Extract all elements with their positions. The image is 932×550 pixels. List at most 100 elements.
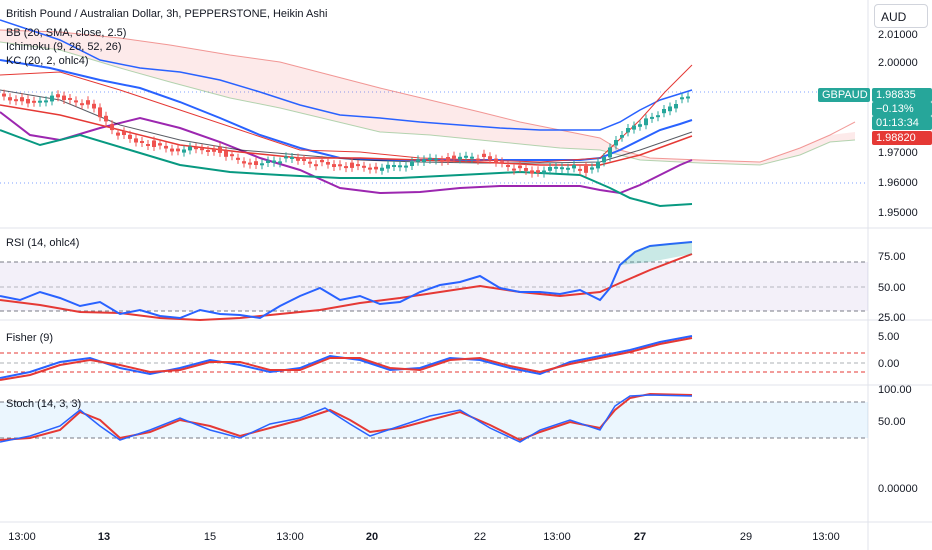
chart-title: British Pound / Australian Dollar, 3h, P…: [6, 8, 327, 20]
ichimoku-cloud: [0, 30, 855, 165]
candle-body: [26, 99, 30, 104]
candle-body: [284, 156, 288, 159]
candle-body: [464, 155, 468, 158]
time-tick-label: 27: [634, 531, 646, 543]
indicator-kc-label[interactable]: KC (20, 2, ohlc4): [6, 55, 89, 67]
candle-body: [44, 100, 48, 103]
indicator-tick-label: 25.00: [878, 312, 906, 324]
indicator-bb-label[interactable]: BB (20, SMA, close, 2.5): [6, 27, 126, 39]
candle-body: [248, 162, 252, 165]
candle-body: [440, 159, 444, 162]
change-tag: −0.13%: [872, 102, 932, 116]
time-tick-label: 15: [204, 531, 216, 543]
indicator-tick-label: 75.00: [878, 251, 906, 263]
candle-body: [254, 161, 258, 165]
candle-body: [218, 147, 222, 153]
candle-body: [434, 158, 438, 161]
candle-body: [602, 157, 606, 163]
candle-body: [20, 97, 24, 102]
candle-body: [266, 160, 270, 163]
time-tick-label: 20: [366, 531, 378, 543]
indicator-tick-label: 5.00: [878, 331, 899, 343]
candle-body: [560, 167, 564, 170]
candle-body: [350, 162, 354, 168]
candle-body: [482, 153, 486, 157]
candle-body: [362, 165, 366, 168]
time-tick-label: 13:00: [276, 531, 304, 543]
time-tick-label: 13: [98, 531, 110, 543]
time-tick-label: 13:00: [543, 531, 571, 543]
candle-body: [308, 161, 312, 164]
candle-body: [626, 128, 630, 133]
candle-body: [644, 118, 648, 126]
candle-body: [344, 166, 348, 169]
candle-body: [650, 116, 654, 119]
candle-body: [452, 155, 456, 159]
candle-body: [404, 165, 408, 168]
candle-body: [620, 135, 624, 138]
candle-body: [206, 150, 210, 152]
ichimoku-span-a: [0, 29, 856, 163]
countdown-tag: 01:13:34: [872, 116, 932, 130]
candle-body: [272, 160, 276, 163]
indicator-tick-label: 0.00: [878, 358, 899, 370]
candle-body: [584, 166, 588, 173]
rsi-label[interactable]: RSI (14, ohlc4): [6, 237, 79, 249]
ichimoku-span-b: [0, 41, 856, 166]
candle-body: [122, 131, 126, 135]
candle-body: [134, 138, 138, 143]
candle-body: [680, 97, 684, 100]
candle-body: [230, 154, 234, 157]
candle-body: [50, 95, 54, 102]
time-tick-label: 22: [474, 531, 486, 543]
last-price-tag: 1.98835: [872, 88, 932, 102]
candle-body: [194, 147, 198, 150]
candle-body: [152, 140, 156, 147]
candle-body: [488, 156, 492, 160]
fisher-label[interactable]: Fisher (9): [6, 332, 53, 344]
candle-body: [392, 165, 396, 167]
currency-selector[interactable]: AUD: [874, 4, 928, 28]
candle-body: [164, 145, 168, 149]
heikin-ashi-candles: [2, 89, 690, 178]
candle-body: [548, 167, 552, 171]
candle-body: [242, 161, 246, 164]
candle-body: [260, 163, 264, 166]
indicator-tick-label: 100.00: [878, 384, 912, 396]
time-axis[interactable]: 13:00 13 15 13:00 20 22 13:00 27 29 13:00: [8, 531, 840, 543]
candle-body: [416, 159, 420, 162]
indicator-tick-label: 50.00: [878, 416, 906, 428]
candle-body: [542, 170, 546, 174]
candle-body: [92, 103, 96, 109]
rsi-overbought-fill: [620, 242, 692, 265]
candle-body: [500, 161, 504, 164]
bollinger-outer: [0, 19, 693, 131]
candle-body: [494, 158, 498, 163]
candle-body: [632, 125, 636, 130]
candle-body: [128, 134, 132, 139]
candle-body: [176, 148, 180, 152]
candle-body: [524, 168, 528, 171]
candle-body: [686, 96, 690, 99]
candle-body: [62, 95, 66, 100]
candle-body: [386, 164, 390, 169]
candle-body: [428, 157, 432, 160]
candle-body: [74, 100, 78, 103]
price-tick-label: 1.96000: [878, 177, 918, 189]
candle-body: [188, 146, 192, 151]
candle-body: [158, 143, 162, 146]
candle-body: [608, 147, 612, 158]
candle-body: [8, 97, 12, 101]
stoch-k-line: [0, 394, 693, 443]
candle-body: [368, 167, 372, 170]
candle-body: [98, 107, 102, 118]
indicator-ichimoku-label[interactable]: Ichimoku (9, 26, 52, 26): [6, 41, 122, 53]
candle-body: [182, 149, 186, 153]
stoch-label[interactable]: Stoch (14, 3, 3): [6, 398, 81, 410]
price-tick-label: 1.97000: [878, 147, 918, 159]
candle-body: [320, 159, 324, 163]
candle-body: [596, 161, 600, 169]
candle-body: [212, 149, 216, 152]
candle-body: [554, 166, 558, 169]
